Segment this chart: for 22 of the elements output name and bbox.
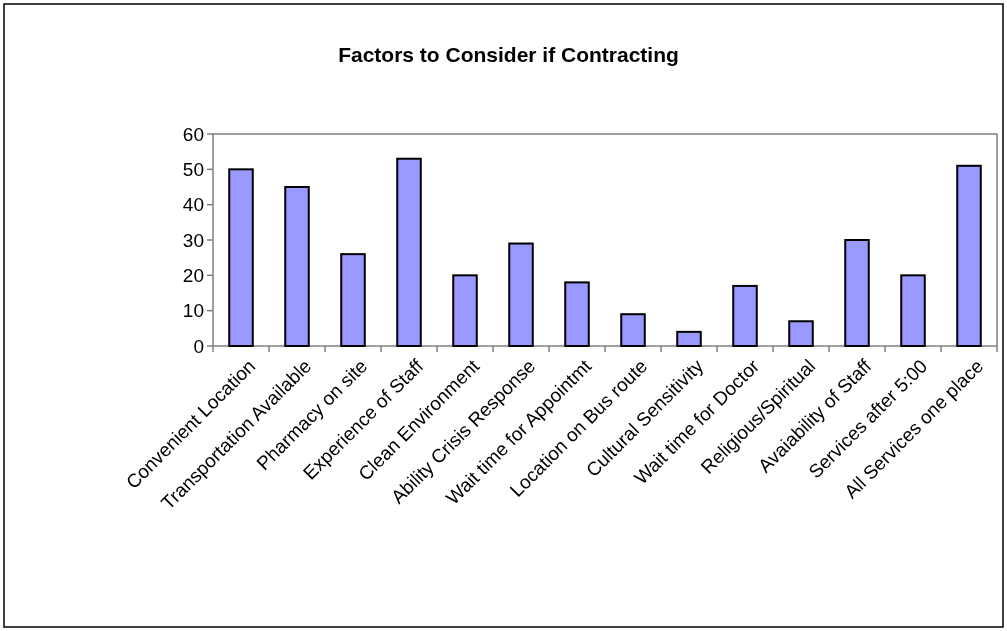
bar (284, 186, 310, 347)
bar (900, 274, 926, 347)
bar (844, 239, 870, 347)
bar (508, 242, 534, 347)
bar (676, 330, 702, 347)
bar (620, 313, 646, 347)
y-tick-label: 30 (182, 229, 204, 251)
bar (564, 281, 590, 347)
y-tick-label: 60 (182, 123, 204, 145)
bar (788, 320, 814, 347)
bar (452, 274, 478, 347)
y-tick-label: 0 (193, 335, 204, 357)
bar (340, 253, 366, 347)
y-tick-label: 20 (182, 264, 204, 286)
bar (956, 164, 982, 347)
bar (732, 284, 758, 347)
chart-title: Factors to Consider if Contracting (338, 43, 679, 66)
y-tick-label: 50 (182, 158, 204, 180)
y-tick-label: 10 (182, 300, 204, 322)
bar (396, 157, 422, 347)
y-tick-label: 40 (182, 194, 204, 216)
bar (228, 168, 254, 347)
